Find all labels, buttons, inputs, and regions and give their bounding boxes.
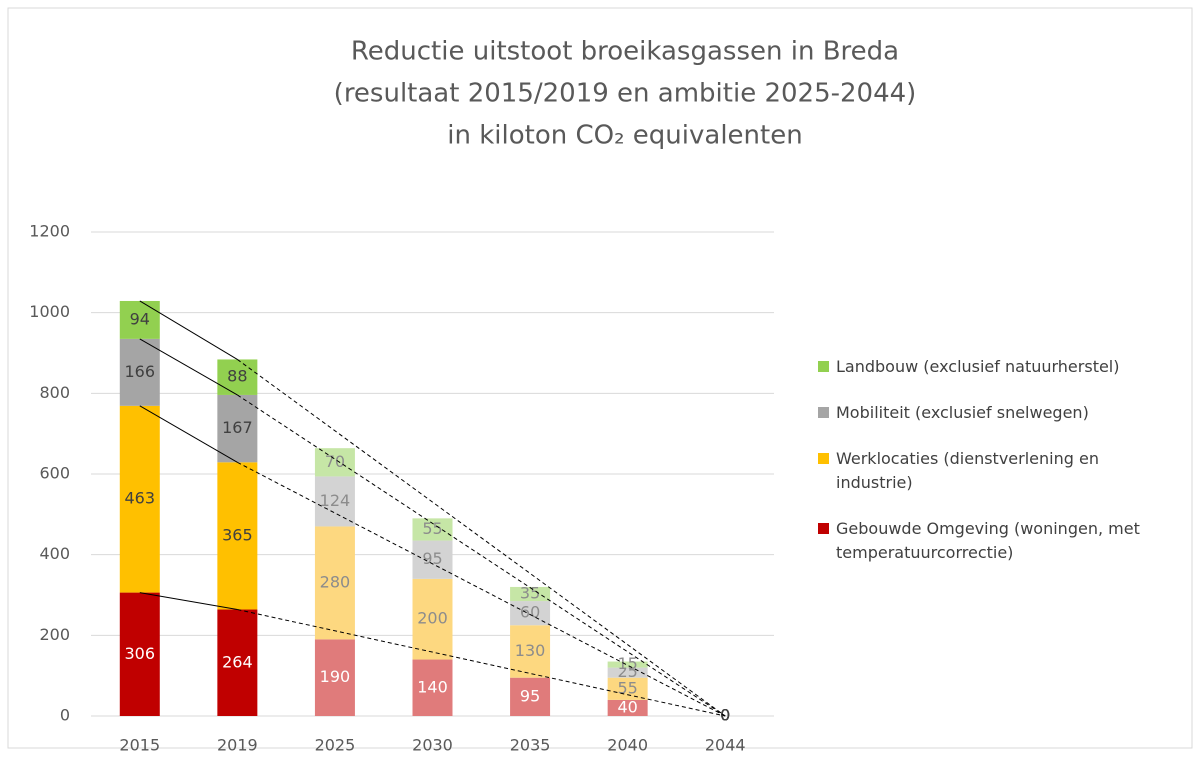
- bar-segment: [217, 462, 258, 610]
- trend-line: [237, 609, 726, 717]
- data-label: 365: [222, 525, 253, 544]
- data-label: 95: [520, 686, 540, 705]
- x-tick-label: 2015: [119, 736, 160, 755]
- bar-segment: [510, 677, 551, 716]
- y-tick-label: 1000: [29, 302, 70, 321]
- bar-segment: [119, 592, 160, 716]
- trend-line: [237, 461, 726, 717]
- data-label: 88: [227, 367, 247, 386]
- data-label: 264: [222, 652, 253, 671]
- trend-line: [139, 592, 238, 611]
- bar-segment: [510, 625, 551, 678]
- data-label: 70: [325, 452, 345, 471]
- bar-segment: [510, 586, 551, 602]
- bar-segment: [412, 518, 453, 541]
- data-label: 130: [515, 641, 546, 660]
- trend-line: [237, 394, 726, 717]
- data-label: 190: [320, 667, 351, 686]
- data-label: 95: [422, 549, 442, 568]
- y-tick-label: 1200: [29, 222, 70, 241]
- data-label: 167: [222, 418, 253, 437]
- x-tick-label: 2030: [412, 736, 453, 755]
- data-label: 280: [320, 572, 351, 591]
- legend-swatch: [818, 407, 829, 418]
- legend-swatch: [818, 523, 829, 534]
- x-tick-label: 2019: [217, 736, 258, 755]
- bar-segment: [314, 639, 355, 716]
- data-label: 0: [720, 706, 730, 725]
- data-label: 55: [617, 678, 637, 697]
- chart-frame: [7, 7, 1193, 749]
- bar-segment: [217, 609, 258, 716]
- x-tick-label: 2035: [510, 736, 551, 755]
- y-tick-label: 800: [39, 383, 70, 402]
- bar-segment: [314, 448, 355, 477]
- legend-swatch: [818, 453, 829, 464]
- data-label: 40: [617, 697, 637, 716]
- legend-label: Landbouw (exclusief natuurherstel): [836, 357, 1120, 376]
- legend-entry: Werklocaties (dienstverlening en industr…: [818, 447, 1163, 495]
- legend-entry: Mobiliteit (exclusief snelwegen): [818, 401, 1163, 425]
- data-label: 94: [130, 309, 150, 328]
- trend-line: [237, 359, 726, 717]
- y-tick-label: 600: [39, 464, 70, 483]
- legend-entry: Landbouw (exclusief natuurherstel): [818, 355, 1163, 379]
- legend-swatch: [818, 361, 829, 372]
- trend-line: [139, 300, 238, 360]
- legend-label: Mobiliteit (exclusief snelwegen): [836, 403, 1089, 422]
- bar-segment: [607, 661, 648, 668]
- bar-segment: [412, 659, 453, 716]
- y-tick-label: 400: [39, 544, 70, 563]
- data-label: 35: [520, 583, 540, 602]
- bar-segment: [314, 526, 355, 640]
- chart-title: (resultaat 2015/2019 en ambitie 2025-204…: [334, 79, 917, 109]
- bar-segment: [412, 540, 453, 579]
- bar-segment: [119, 338, 160, 406]
- bar-segment: [607, 667, 648, 678]
- data-label: 55: [422, 519, 442, 538]
- legend-label: Werklocaties (dienstverlening en industr…: [836, 449, 1099, 492]
- x-tick-label: 2025: [315, 736, 356, 755]
- bar-segment: [412, 578, 453, 660]
- bar-segment: [607, 699, 648, 716]
- chart-title: in kiloton CO₂ equivalenten: [447, 121, 802, 151]
- y-tick-label: 0: [60, 706, 70, 725]
- trend-line: [139, 338, 238, 396]
- data-label: 0: [720, 706, 730, 725]
- data-label: 15: [617, 654, 637, 673]
- bar-segment: [314, 476, 355, 527]
- bar-segment: [607, 677, 648, 700]
- legend-label: Gebouwde Omgeving (woningen, met tempera…: [836, 519, 1140, 562]
- data-label: 200: [417, 609, 448, 628]
- legend: Landbouw (exclusief natuurherstel) Mobili…: [818, 355, 1163, 587]
- bar-segment: [119, 300, 160, 339]
- data-label: 166: [125, 362, 156, 381]
- data-label: 60: [520, 603, 540, 622]
- data-label: 306: [125, 644, 156, 663]
- data-label: 140: [417, 677, 448, 696]
- legend-entry: Gebouwde Omgeving (woningen, met tempera…: [818, 517, 1163, 565]
- data-label: 0: [720, 706, 730, 725]
- bar-segment: [217, 394, 258, 463]
- bar-segment: [217, 359, 258, 395]
- y-tick-label: 200: [39, 625, 70, 644]
- x-tick-label: 2040: [607, 736, 648, 755]
- data-label: 0: [720, 706, 730, 725]
- data-label: 463: [125, 489, 156, 508]
- data-label: 124: [320, 491, 351, 510]
- trend-line: [139, 405, 238, 463]
- chart-title: Reductie uitstoot broeikasgassen in Bred…: [351, 37, 899, 67]
- title-group: Reductie uitstoot broeikasgassen in Bred…: [334, 37, 917, 151]
- bar-segment: [119, 405, 160, 593]
- x-tick-label: 2044: [705, 736, 746, 755]
